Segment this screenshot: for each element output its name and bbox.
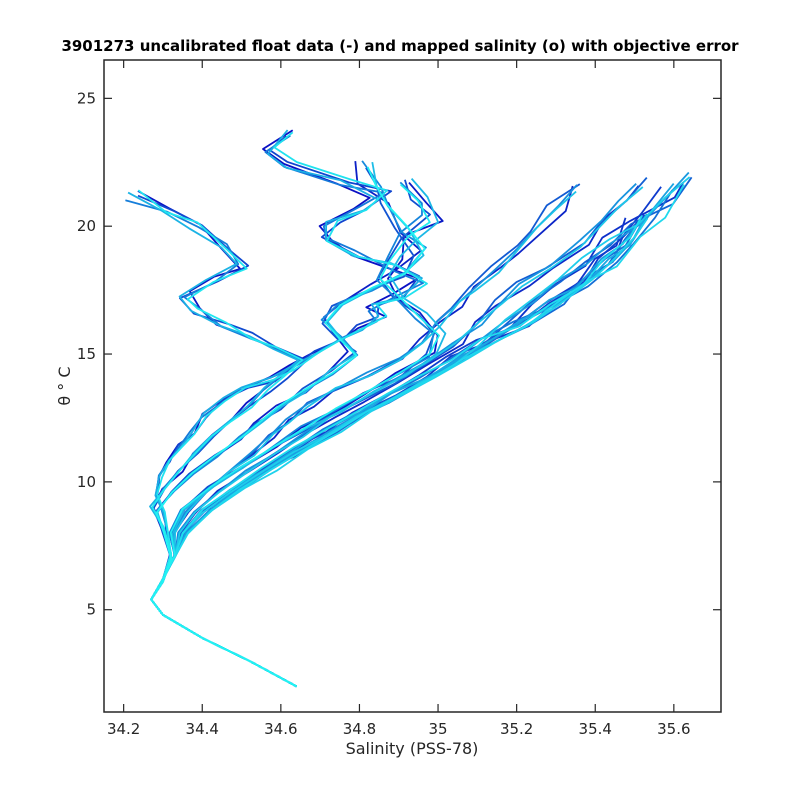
y-tick-label: 15	[77, 345, 96, 363]
profile-lines	[125, 129, 693, 688]
y-axis-ticks: 5 10 15 20 25	[77, 89, 721, 619]
x-tick-label: 35.4	[579, 720, 612, 738]
y-tick-label: 10	[77, 473, 96, 491]
plot-frame	[103, 59, 722, 713]
x-tick-label: 35.6	[657, 720, 690, 738]
y-tick-label: 25	[77, 89, 96, 107]
chart-title: 3901273 uncalibrated float data (-) and …	[61, 37, 739, 55]
x-tick-label: 35	[428, 720, 447, 738]
y-tick-label: 20	[77, 217, 96, 235]
profile-line	[150, 129, 423, 688]
profile-line	[137, 190, 301, 688]
y-axis-label: θ ° C	[55, 366, 74, 405]
x-axis-ticks: 34.2 34.4 34.6 34.8 35 35.2 35.4 35.6	[107, 60, 691, 738]
profile-line	[125, 199, 300, 688]
profile-line	[150, 185, 640, 688]
x-tick-label: 34.8	[343, 720, 376, 738]
x-tick-label: 35.2	[500, 720, 533, 738]
profile-line	[150, 166, 426, 688]
profile-line	[150, 190, 577, 688]
y-tick-label: 5	[86, 601, 96, 619]
x-tick-label: 34.4	[186, 720, 219, 738]
x-tick-label: 34.6	[264, 720, 297, 738]
profile-line	[150, 134, 425, 688]
profile-line	[150, 131, 428, 688]
profile-line	[150, 135, 420, 688]
x-axis-label: Salinity (PSS-78)	[346, 739, 479, 758]
profile-line	[137, 189, 304, 688]
x-tick-label: 34.2	[107, 720, 140, 738]
